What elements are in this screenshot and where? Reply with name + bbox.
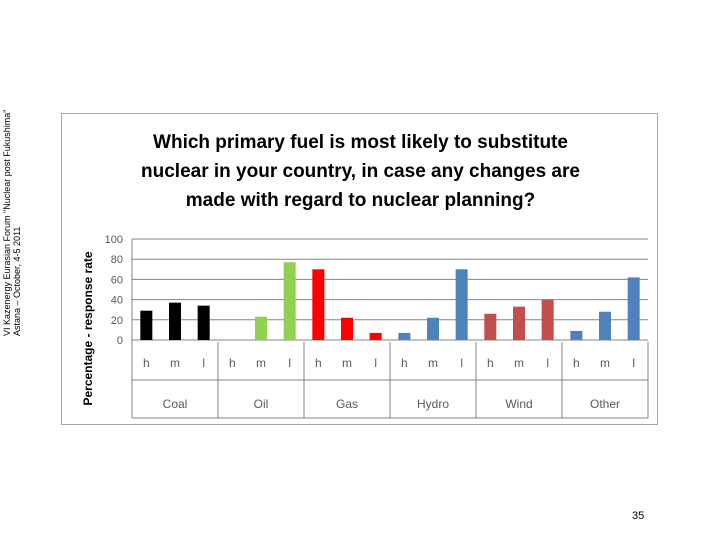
page-number: 35 <box>632 510 645 522</box>
x-subcategory-label: l <box>288 356 291 370</box>
x-subcategory-label: m <box>600 356 610 370</box>
x-subcategory-label: m <box>428 356 438 370</box>
x-group-label: Other <box>590 397 620 411</box>
bar-coal-l <box>197 305 210 340</box>
x-group-label: Hydro <box>417 397 449 411</box>
bar-other-h <box>570 330 583 340</box>
x-subcategory-label: l <box>374 356 377 370</box>
bar-wind-m <box>513 306 525 340</box>
bar-gas-h <box>312 269 325 340</box>
y-tick-label: 20 <box>111 315 123 327</box>
chart-title-line-2: nuclear in your country, in case any cha… <box>141 161 580 182</box>
chart-title: Which primary fuel is most likely to sub… <box>62 128 659 215</box>
x-subcategory-label: h <box>229 356 236 370</box>
bar-coal-h <box>140 310 153 340</box>
chart-frame: Which primary fuel is most likely to sub… <box>61 113 658 425</box>
y-tick-label: 40 <box>111 295 123 307</box>
x-subcategory-label: m <box>514 356 524 370</box>
bar-oil-l <box>283 262 296 340</box>
bar-gas-l <box>369 332 382 340</box>
bar-chart: 0 20 40 60 80 100 Percentage - response rate h m… <box>81 234 649 419</box>
bar-wind-l <box>541 299 554 340</box>
y-tick-label: 60 <box>111 274 123 286</box>
side-note-text: VI Kazenergy Eurasian Forum "Nuclear pos… <box>2 110 22 337</box>
y-tick-label: 0 <box>117 335 123 347</box>
bar-wind-h <box>484 313 497 340</box>
chart-title-line-3: made with regard to nuclear planning? <box>185 190 536 211</box>
bar-coal-m <box>169 302 181 340</box>
x-subcategory-label: m <box>342 356 352 370</box>
x-subcategory-label: h <box>315 356 322 370</box>
x-subcategory-label: l <box>632 356 635 370</box>
x-subcategory-label: h <box>143 356 150 370</box>
x-subcategory-label: h <box>487 356 494 370</box>
bar-hydro-l <box>455 269 468 340</box>
x-subcategory-label: m <box>256 356 266 370</box>
x-group-label: Coal <box>163 397 188 411</box>
x-subcategory-label: l <box>202 356 205 370</box>
bar-hydro-m <box>427 317 439 340</box>
y-axis-title: Percentage - response rate <box>81 251 95 405</box>
side-note: VI Kazenergy Eurasian Forum "Nuclear pos… <box>0 0 30 540</box>
chart-title-line-1: Which primary fuel is most likely to sub… <box>153 132 568 153</box>
y-tick-label: 100 <box>105 234 123 246</box>
bar-gas-m <box>341 317 353 340</box>
bar-other-l <box>627 277 640 340</box>
side-note-line-1: VI Kazenergy Eurasian Forum "Nuclear pos… <box>2 109 12 337</box>
side-note-line-2: Astana – October, 4-5 2011 <box>12 226 22 336</box>
x-subcategory-label: l <box>546 356 549 370</box>
x-subcategory-label: h <box>401 356 408 370</box>
x-group-label: Wind <box>505 397 532 411</box>
x-group-label: Oil <box>254 397 269 411</box>
x-subcategory-label: m <box>170 356 180 370</box>
x-subcategory-label: h <box>573 356 580 370</box>
bar-oil-m <box>255 316 267 340</box>
x-subcategory-label: l <box>460 356 463 370</box>
bar-hydro-h <box>398 332 411 340</box>
x-group-label: Gas <box>336 397 358 411</box>
bar-other-m <box>599 311 611 340</box>
y-tick-label: 80 <box>111 254 123 266</box>
